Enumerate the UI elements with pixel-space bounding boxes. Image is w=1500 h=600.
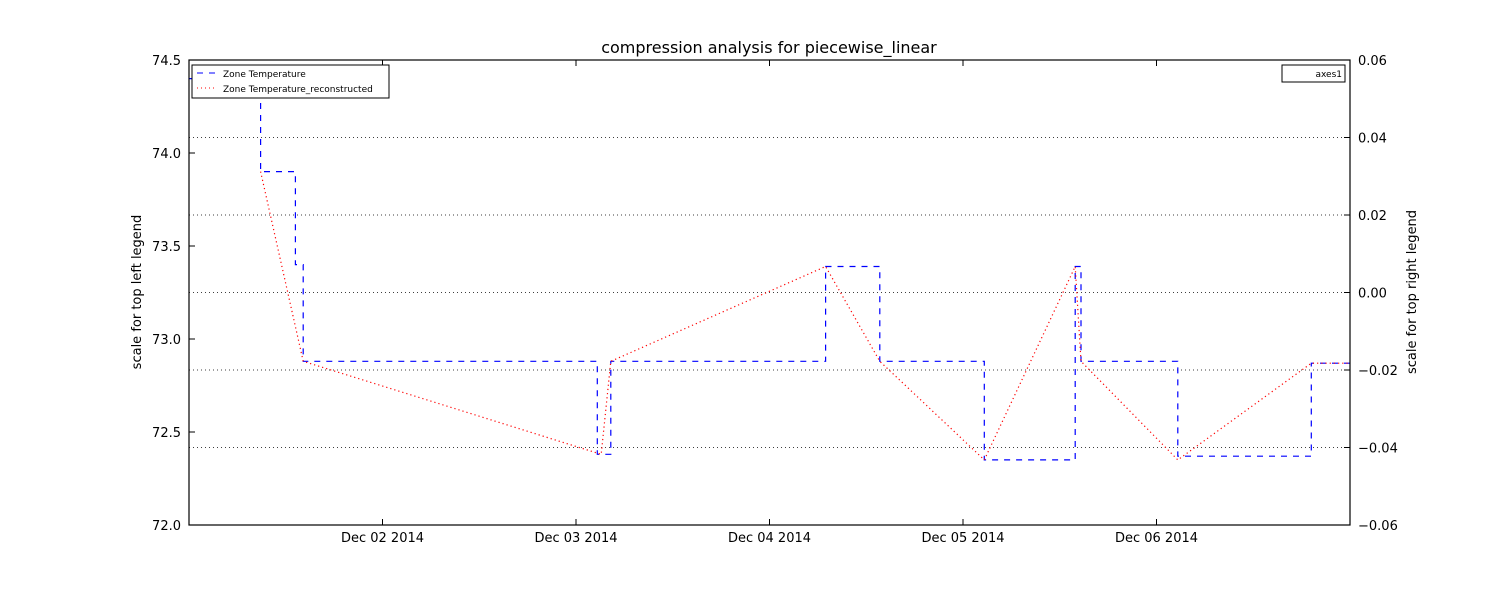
series-lines: [189, 77, 1350, 461]
right-tick-label: −0.06: [1358, 519, 1398, 534]
series-line-zone-temperature: [189, 77, 1350, 461]
legend-label-zone-temperature-reconstructed: Zone Temperature_reconstructed: [223, 85, 373, 95]
left-tick-label: 74.5: [152, 54, 181, 69]
legend-label-axes1: axes1: [1315, 70, 1342, 80]
right-tick-label: 0.02: [1358, 209, 1387, 224]
series-line-zone-temperature-reconstructed: [260, 171, 1350, 461]
right-tick-label: −0.02: [1358, 364, 1398, 379]
left-tick-label: 73.5: [152, 240, 181, 255]
grid-lines: [189, 137, 1350, 448]
x-tick-label: Dec 04 2014: [728, 531, 811, 546]
left-tick-label: 74.0: [152, 147, 181, 162]
chart-title: compression analysis for piecewise_linea…: [601, 38, 937, 58]
right-tick-label: 0.00: [1358, 287, 1387, 302]
right-tick-label: −0.04: [1358, 442, 1398, 457]
legend-top-right: axes1: [1281, 64, 1346, 83]
legend-label-zone-temperature: Zone Temperature: [223, 70, 306, 80]
x-tick-label: Dec 02 2014: [341, 531, 424, 546]
legend-top-left: Zone Temperature Zone Temperature_recons…: [191, 64, 390, 99]
left-tick-label: 72.0: [152, 519, 181, 534]
left-tick-label: 72.5: [152, 426, 181, 441]
x-tick-label: Dec 06 2014: [1115, 531, 1198, 546]
axis-ticks: 72.0 72.5 73.0 73.5 74.0 74.5 −0.06 −0.04 −0.02 0…: [152, 54, 1398, 546]
left-tick-label: 73.0: [152, 333, 181, 348]
x-tick-label: Dec 05 2014: [921, 531, 1004, 546]
right-tick-label: 0.04: [1358, 132, 1387, 147]
x-tick-label: Dec 03 2014: [534, 531, 617, 546]
right-axis-label: scale for top right legend: [1405, 210, 1420, 374]
left-axis-label: scale for top left legend: [130, 215, 145, 370]
right-tick-label: 0.06: [1358, 54, 1387, 69]
